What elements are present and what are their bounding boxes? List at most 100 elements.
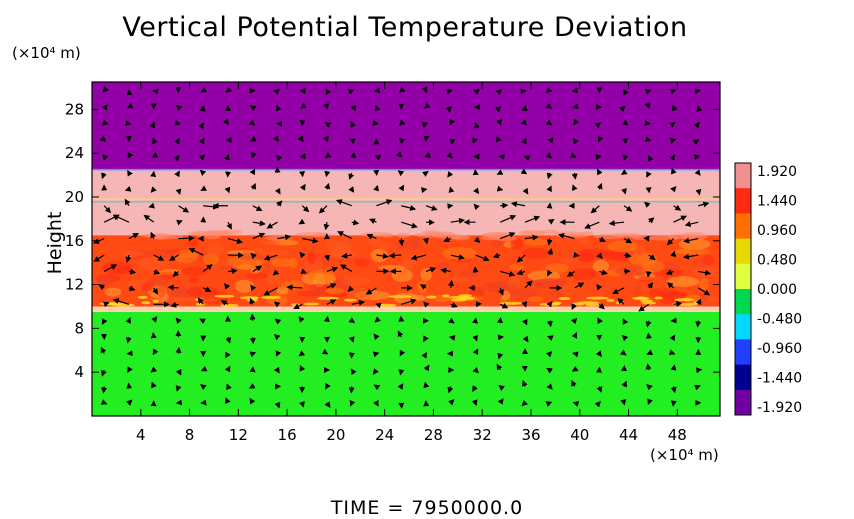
field-patch bbox=[379, 243, 391, 253]
field-rim bbox=[488, 234, 503, 240]
x-tick-label: 16 bbox=[278, 426, 297, 444]
wind-vector bbox=[299, 400, 305, 408]
wind-vector bbox=[101, 386, 108, 394]
field-streak bbox=[375, 303, 397, 307]
wind-vector bbox=[340, 264, 353, 272]
wind-vector bbox=[173, 138, 180, 145]
wind-vector bbox=[198, 137, 205, 145]
wind-vector bbox=[622, 88, 629, 96]
wind-vector bbox=[670, 386, 677, 394]
chart-title: Vertical Potential Temperature Deviation bbox=[122, 12, 688, 43]
wind-vector bbox=[521, 379, 528, 387]
wind-vector bbox=[596, 252, 603, 259]
field-streak bbox=[577, 301, 600, 305]
wind-vector bbox=[143, 214, 155, 223]
field-rim bbox=[193, 231, 206, 237]
field-streak bbox=[316, 296, 340, 300]
wind-vector bbox=[596, 182, 603, 190]
wind-vector bbox=[520, 119, 527, 126]
wind-vector bbox=[498, 384, 505, 391]
wind-vector bbox=[250, 284, 257, 292]
wind-vector bbox=[175, 346, 182, 354]
plot-area bbox=[92, 82, 720, 416]
wind-vector bbox=[693, 121, 700, 129]
wind-vector bbox=[545, 102, 553, 109]
wind-vector bbox=[500, 302, 509, 309]
field-streak bbox=[673, 298, 696, 302]
wind-vector bbox=[643, 201, 651, 208]
wind-vector bbox=[598, 303, 605, 310]
y-tick-label: 28 bbox=[65, 100, 84, 118]
field-patch bbox=[164, 296, 196, 302]
wind-vector bbox=[125, 254, 132, 263]
wind-vector bbox=[199, 318, 206, 325]
wind-vector bbox=[571, 379, 577, 387]
wind-vector bbox=[372, 368, 379, 375]
wind-vector bbox=[397, 383, 404, 390]
wind-vector bbox=[695, 320, 702, 328]
wind-vector bbox=[273, 301, 281, 308]
wind-vector bbox=[275, 350, 282, 357]
wind-vector bbox=[252, 265, 263, 272]
wind-vector bbox=[425, 205, 438, 211]
wind-vector bbox=[573, 251, 580, 258]
wind-vector bbox=[349, 138, 356, 145]
wind-vector bbox=[197, 297, 204, 305]
wind-vector bbox=[545, 350, 553, 358]
x-tick-label: 4 bbox=[136, 426, 146, 444]
wind-vector bbox=[621, 334, 629, 342]
wind-vector bbox=[450, 217, 465, 224]
colorbar-segment bbox=[735, 289, 751, 315]
wind-vector bbox=[398, 238, 405, 247]
wind-vector bbox=[348, 172, 355, 180]
wind-vector bbox=[249, 297, 256, 305]
wind-vector bbox=[698, 201, 710, 208]
y-tick-label: 16 bbox=[65, 232, 84, 250]
wind-vector bbox=[227, 268, 238, 275]
wind-vector bbox=[546, 238, 553, 246]
wind-vector bbox=[621, 187, 627, 195]
wind-vector bbox=[448, 138, 456, 145]
y-tick-label: 24 bbox=[65, 144, 84, 162]
field-patch bbox=[699, 278, 709, 290]
field-patch bbox=[437, 261, 450, 270]
wind-vector bbox=[401, 221, 418, 229]
wind-vector bbox=[152, 287, 158, 295]
field-streak bbox=[586, 296, 609, 300]
colorbar-frame bbox=[734, 162, 752, 416]
wind-vector bbox=[103, 205, 112, 214]
field-patch bbox=[96, 274, 114, 288]
field-band-1 bbox=[92, 169, 720, 236]
field-streak bbox=[247, 298, 258, 302]
field-patch bbox=[676, 248, 711, 255]
wind-vector bbox=[323, 222, 330, 231]
wind-vector bbox=[248, 383, 256, 389]
wind-vector bbox=[112, 214, 130, 223]
wind-vector bbox=[646, 384, 653, 391]
wind-vector bbox=[500, 232, 516, 240]
wind-vector bbox=[472, 348, 479, 356]
field-patch bbox=[136, 256, 168, 271]
field-patch bbox=[157, 286, 166, 298]
wind-vector bbox=[546, 383, 553, 390]
field-streak bbox=[641, 301, 657, 305]
x-tick-label: 44 bbox=[619, 426, 638, 444]
wind-vector bbox=[621, 154, 629, 161]
field-rim bbox=[648, 235, 680, 241]
field-patch bbox=[607, 240, 638, 253]
wind-vector bbox=[398, 137, 406, 145]
field-patch bbox=[307, 251, 316, 265]
field-patch bbox=[237, 252, 264, 261]
wind-vector bbox=[388, 252, 402, 259]
field-patch bbox=[491, 238, 502, 249]
wind-vector bbox=[594, 122, 602, 129]
wind-vector bbox=[645, 271, 652, 278]
colorbar-label: -0.960 bbox=[757, 341, 802, 357]
wind-vector bbox=[443, 236, 451, 243]
wind-vector bbox=[450, 302, 458, 308]
colorbar-segment bbox=[735, 163, 751, 189]
wind-vector bbox=[669, 154, 675, 161]
wind-vector bbox=[373, 384, 381, 391]
wind-vector bbox=[93, 238, 105, 244]
wind-vector bbox=[448, 317, 455, 324]
